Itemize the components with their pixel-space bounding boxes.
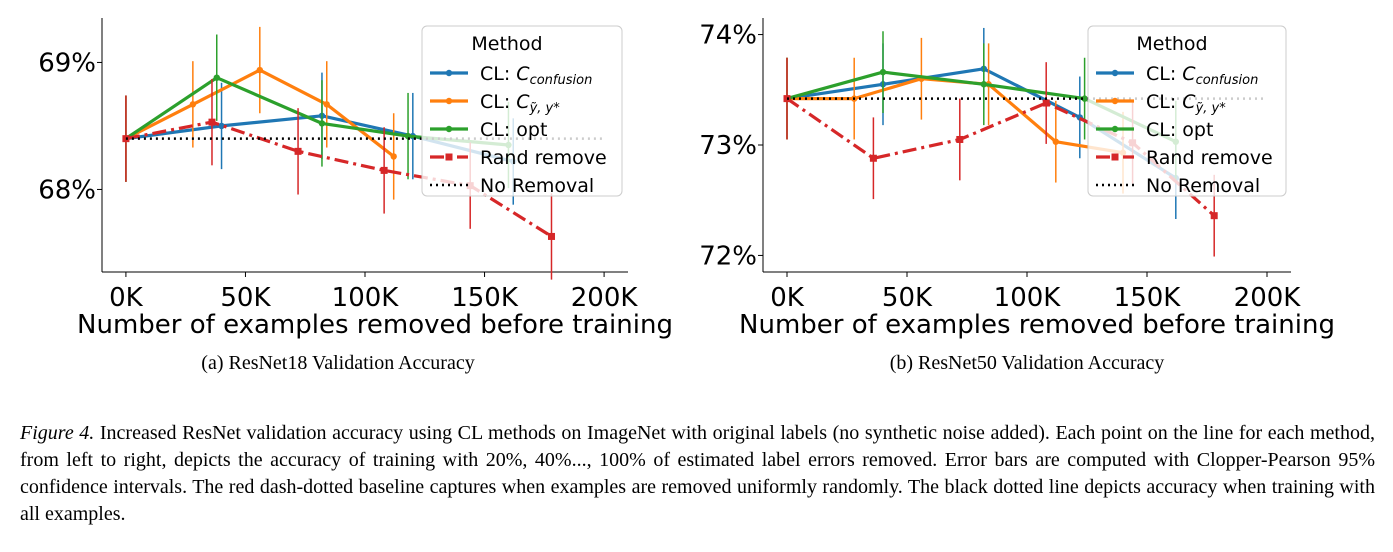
legend-marker xyxy=(1111,97,1119,105)
data-point xyxy=(294,147,302,155)
legend-title: Method xyxy=(1136,33,1207,55)
series-line xyxy=(786,97,1216,217)
legend-label: CL: Cconfusion xyxy=(480,63,592,88)
data-point xyxy=(956,135,964,143)
legend-marker xyxy=(445,153,453,161)
data-point xyxy=(390,153,397,160)
data-point xyxy=(189,101,197,108)
data-point xyxy=(1052,138,1059,145)
y-tick-label: 74% xyxy=(699,21,757,51)
data-point xyxy=(323,101,330,108)
x-tick-label: 0K xyxy=(770,283,805,313)
data-point xyxy=(547,232,555,240)
data-point xyxy=(380,166,388,174)
y-tick-label: 73% xyxy=(699,131,757,161)
legend-label: CL: Cỹ, y* xyxy=(1146,91,1226,116)
data-point xyxy=(869,154,877,162)
legend-label: CL: Cỹ, y* xyxy=(480,91,560,116)
y-tick-label: 72% xyxy=(699,241,757,271)
legend-marker xyxy=(1111,153,1119,161)
data-point xyxy=(879,68,887,76)
legend-label: Rand remove xyxy=(1146,147,1273,169)
data-point xyxy=(980,81,987,88)
x-axis-label: Number of examples removed before traini… xyxy=(77,310,673,340)
legend-box xyxy=(1087,25,1287,197)
legend-marker xyxy=(1111,125,1119,133)
legend: Method CL: Cconfusion CL: Cỹ, y* CL: opt Ran… xyxy=(1087,25,1287,197)
data-point xyxy=(1081,95,1088,102)
legend-box xyxy=(421,25,623,197)
legend-marker xyxy=(445,125,453,133)
legend-marker xyxy=(1111,69,1119,77)
figure-caption-text: Increased ResNet validation accuracy usi… xyxy=(20,422,1375,525)
legend-marker xyxy=(445,69,453,77)
legend-label: CL: opt xyxy=(480,119,547,141)
y-tick-label: 69% xyxy=(38,48,96,78)
data-point xyxy=(1042,99,1050,107)
data-point xyxy=(318,120,326,127)
x-tick-label: 50K xyxy=(220,283,271,313)
x-tick-label: 200K xyxy=(571,283,639,313)
data-point xyxy=(218,122,225,130)
x-tick-label: 200K xyxy=(1234,283,1302,313)
legend: Method CL: Cconfusion CL: Cỹ, y* CL: opt Ran… xyxy=(421,25,623,197)
data-point xyxy=(1210,212,1218,220)
x-tick-label: 150K xyxy=(451,283,519,313)
legend-label: CL: opt xyxy=(1146,119,1213,141)
y-tick-label: 68% xyxy=(38,175,96,205)
subcaption-resnet50: (b) ResNet50 Validation Accuracy xyxy=(889,352,1165,374)
figure-caption-label: Figure 4. xyxy=(20,422,95,444)
x-tick-label: 100K xyxy=(994,283,1062,313)
x-tick-label: 0K xyxy=(109,283,144,313)
data-point xyxy=(256,66,263,74)
legend-label: Rand remove xyxy=(480,147,607,169)
legend-label: No Removal xyxy=(480,175,594,197)
figure-caption: Figure 4. Increased ResNet validation ac… xyxy=(20,420,1375,528)
x-tick-label: 150K xyxy=(1114,283,1182,313)
legend-label: No Removal xyxy=(1146,175,1260,197)
data-point xyxy=(208,118,216,126)
legend-label: CL: Cconfusion xyxy=(1146,63,1258,88)
x-axis-label: Number of examples removed before traini… xyxy=(739,310,1335,340)
x-tick-label: 100K xyxy=(332,283,400,313)
legend-marker xyxy=(445,97,453,105)
x-tick-label: 50K xyxy=(882,283,933,313)
legend-title: Method xyxy=(471,33,542,55)
subcaption-resnet18: (a) ResNet18 Validation Accuracy xyxy=(201,352,475,374)
data-point xyxy=(213,74,220,81)
